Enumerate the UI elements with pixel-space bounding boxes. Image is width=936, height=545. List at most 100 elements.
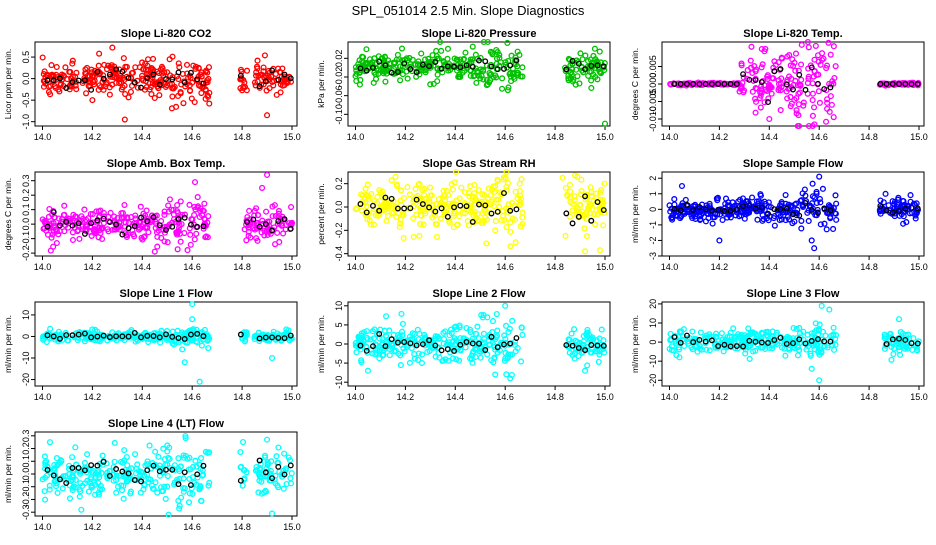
data-point [265,74,272,81]
data-point [814,52,822,59]
data-point [156,462,163,469]
data-point [897,329,904,336]
y-tick-label: 0.3 [21,430,31,443]
data-point [444,346,451,353]
x-tick-label: 14.2 [397,392,415,402]
data-point [145,71,152,78]
data-point [509,351,516,358]
data-point [888,356,895,363]
data-point [518,324,525,331]
data-point [194,471,201,478]
data-point [460,338,467,346]
data-point [184,247,191,254]
data-point [50,228,57,235]
data-point [201,200,208,207]
data-point [764,72,771,79]
data-point [588,62,595,69]
data-point [198,342,205,349]
data-point [159,488,167,495]
data-point [816,99,823,106]
data-point [253,72,260,79]
data-point [513,206,520,213]
data-point [457,341,464,348]
y-tick-label: 0 [334,341,344,346]
y-axis-label: ml/min per min. [630,315,640,373]
data-point [422,210,429,217]
data-point [44,332,51,339]
plot-frame [34,301,298,387]
data-point [832,332,840,339]
chart-panel: Slope Li-820 CO2 14.0 14.2 14.4 14.6 14.8 15.0… [3,28,301,142]
plot-frame [661,301,925,387]
data-point [175,465,182,473]
data-point [721,81,728,87]
data-point [798,76,805,83]
data-point [469,43,476,50]
data-point [363,328,370,335]
data-point [269,475,275,482]
data-point [181,336,188,342]
data-point [121,201,128,209]
data-point [795,90,802,97]
data-point [677,339,684,346]
chart-panel: Slope Amb. Box Temp. 14.0 14.2 14.4 14.6 14.8… [3,158,301,272]
chart-panel: Slope Line 2 Flow 14.0 14.2 14.4 14.6 14.8 15.… [316,288,614,402]
data-point [153,229,161,236]
data-point [66,86,73,93]
data-point [175,224,183,232]
data-point [241,338,249,345]
data-point [830,324,837,331]
data-point [379,201,387,208]
data-point [97,486,104,493]
data-point [42,496,49,503]
data-point [95,491,102,498]
data-point [413,342,420,349]
data-point [412,185,419,193]
data-point [592,221,599,228]
data-point [100,215,107,222]
x-tick-label: 14.6 [810,132,828,142]
data-point [485,185,492,192]
data-point [487,48,494,55]
data-point [500,174,507,181]
data-point [575,60,582,67]
data-point [118,79,125,86]
data-point [186,225,193,232]
data-point [275,463,282,470]
data-point [719,216,726,224]
data-point [99,452,106,459]
data-point [254,65,261,72]
data-point [800,328,807,335]
y-tick-label: -1 [648,221,658,229]
x-tick-label: 15.0 [283,262,301,272]
data-point [600,337,607,344]
data-point [893,203,900,210]
data-point [271,202,278,209]
data-point [181,211,188,218]
data-point [580,338,587,345]
data-point [458,184,465,191]
x-tick-label: 14.0 [34,132,52,142]
data-point [467,329,474,336]
data-point [792,77,799,84]
data-point [147,476,154,483]
data-point [360,329,368,336]
data-point [143,207,150,214]
data-point [814,206,821,213]
data-point [419,61,426,68]
data-point [416,232,423,239]
data-point [597,70,605,77]
data-point [268,458,275,465]
data-point [94,217,101,224]
y-tick-label: -20 [648,374,658,387]
data-point [689,328,696,335]
data-point [492,218,499,225]
data-point [131,223,138,230]
data-point [438,65,445,72]
x-tick-label: 14.4 [761,132,779,142]
x-tick-label: 14.4 [447,262,465,272]
data-point [900,213,907,220]
data-point [758,204,765,211]
data-point [740,74,747,81]
data-point [100,458,107,465]
